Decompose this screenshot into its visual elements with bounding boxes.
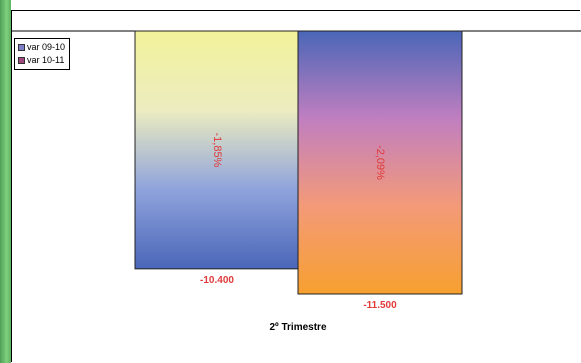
- legend-label-var-09-10: var 09-10: [27, 42, 66, 52]
- legend-entry-var-10-11: var 10-11: [18, 54, 65, 67]
- bar-var-10-11: [297, 30, 463, 295]
- value-label-var-10-11: -11.500: [363, 300, 397, 311]
- legend-entry-var-09-10: var 09-10: [18, 41, 65, 54]
- legend-swatch-var-09-10: [18, 44, 25, 51]
- percent-label-var-09-10: -1,85%: [211, 132, 223, 167]
- chart-legend: var 09-10 var 10-11: [14, 38, 71, 70]
- legend-label-var-10-11: var 10-11: [27, 55, 65, 65]
- bar-var-09-10: [134, 30, 300, 270]
- value-label-var-09-10: -10.400: [200, 275, 234, 286]
- legend-swatch-var-10-11: [18, 57, 25, 64]
- category-label: 2º Trimestre: [269, 322, 326, 333]
- window-edge-strip: [0, 0, 11, 363]
- percent-label-var-10-11: -2,09%: [374, 145, 386, 180]
- chart-top-band: [11, 0, 581, 10]
